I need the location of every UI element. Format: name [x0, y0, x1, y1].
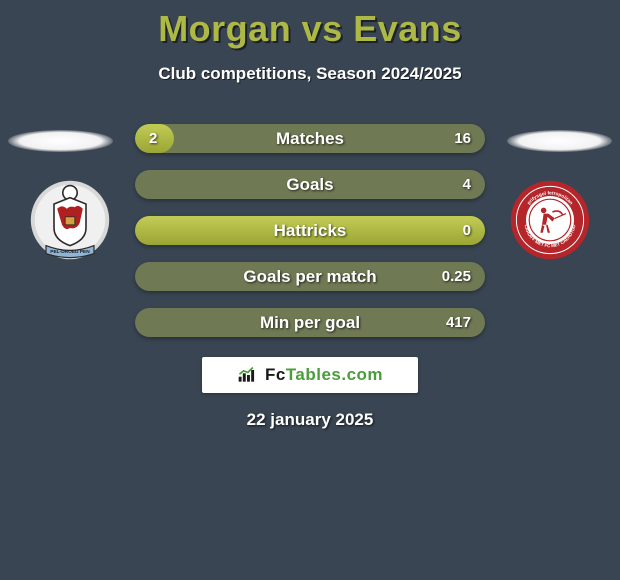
comparison-infographic: Morgan vs Evans Club competitions, Seaso…	[0, 0, 620, 580]
stat-right-value: 0.25	[442, 262, 471, 291]
stat-label: Matches	[135, 124, 485, 153]
branding-suffix: Tables.com	[286, 365, 383, 384]
stat-bar: Min per goal417	[135, 308, 485, 337]
branding-prefix: Fc	[265, 365, 286, 384]
branding-text: FcTables.com	[265, 365, 383, 385]
stat-bar: 2Matches16	[135, 124, 485, 153]
stat-label: Min per goal	[135, 308, 485, 337]
branding-chart-icon	[237, 366, 257, 384]
club-crest-left: PEL-DROED PEN	[30, 180, 110, 260]
stat-bar: Goals per match0.25	[135, 262, 485, 291]
date-label: 22 january 2025	[0, 410, 620, 430]
stat-right-value: 0	[463, 216, 471, 245]
svg-text:PEL-DROED PEN: PEL-DROED PEN	[50, 249, 90, 255]
stat-right-value: 4	[463, 170, 471, 199]
crest-morgan-icon: PEL-DROED PEN	[30, 180, 110, 260]
subtitle: Club competitions, Season 2024/2025	[0, 64, 620, 84]
stat-right-value: 417	[446, 308, 471, 337]
page-title: Morgan vs Evans	[0, 8, 620, 50]
club-crest-right: prifysgol fetropolitan CARDIFF MET FC ME…	[510, 180, 590, 260]
header: Morgan vs Evans Club competitions, Seaso…	[0, 0, 620, 84]
shadow-ellipse-right	[507, 130, 612, 152]
stat-label: Hattricks	[135, 216, 485, 245]
stat-bar: Goals4	[135, 170, 485, 199]
stat-bars: 2Matches16 Goals4 Hattricks0 Goals per matc…	[135, 124, 485, 337]
stat-right-value: 16	[454, 124, 471, 153]
shadow-ellipse-left	[8, 130, 113, 152]
branding-badge: FcTables.com	[202, 357, 418, 393]
stat-label: Goals per match	[135, 262, 485, 291]
crest-evans-icon: prifysgol fetropolitan CARDIFF MET FC ME…	[510, 180, 590, 260]
stat-label: Goals	[135, 170, 485, 199]
stat-bar: Hattricks0	[135, 216, 485, 245]
